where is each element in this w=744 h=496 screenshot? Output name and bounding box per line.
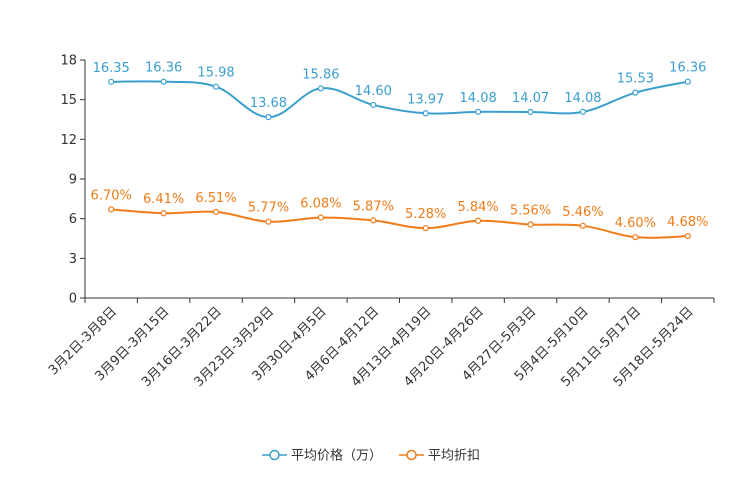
data-label: 5.56% [510,203,551,218]
data-labels: 16.35 16.36 15.98 13.68 15.86 14.60 13.97 14.08… [91,61,709,231]
data-label: 15.53 [617,72,654,87]
data-point[interactable] [370,217,377,224]
data-label: 6.08% [300,197,341,212]
data-point[interactable] [527,221,534,228]
legend[interactable]: 平均价格（万） 平均折扣 [262,448,480,464]
data-point[interactable] [108,78,115,85]
data-label: 14.08 [564,91,601,106]
data-label: 14.08 [460,91,497,106]
legend-marker-icon [269,449,280,461]
data-point[interactable] [632,234,639,241]
legend-item-1[interactable]: 平均折扣 [399,449,480,464]
data-label: 16.36 [145,61,182,76]
data-label: 13.97 [407,92,444,107]
data-label: 15.86 [302,67,339,82]
data-label: 6.41% [143,192,184,207]
y-tick-label: 12 [60,133,77,148]
y-tick-label: 3 [69,252,77,267]
data-point[interactable] [265,218,272,225]
data-point[interactable] [317,214,324,221]
data-point[interactable] [579,222,587,229]
y-tick-label: 0 [69,292,77,307]
data-point[interactable] [160,78,167,85]
data-label: 5.87% [353,199,394,214]
y-tick-label: 15 [60,93,77,108]
data-label: 16.36 [669,61,706,76]
data-point[interactable] [212,208,220,216]
data-point[interactable] [527,108,534,116]
data-label: 4.60% [615,216,656,231]
data-point[interactable] [684,233,691,240]
data-point[interactable] [265,114,272,121]
legend-marker-icon [406,449,417,461]
y-tick-label: 6 [69,212,77,227]
data-label: 6.70% [91,188,132,203]
y-tick-label: 18 [60,54,77,69]
data-label: 5.84% [457,200,498,215]
legend-label: 平均折扣 [428,449,480,464]
data-label: 4.68% [667,215,708,230]
data-label: 15.98 [197,66,234,81]
data-point[interactable] [212,83,220,90]
data-point[interactable] [475,217,482,224]
data-label: 5.28% [405,207,446,222]
data-label: 16.35 [93,61,130,76]
data-label: 13.68 [250,96,287,111]
data-point[interactable] [684,78,691,85]
y-tick-label: 9 [69,173,77,188]
data-label: 14.60 [355,84,392,99]
data-point[interactable] [422,110,429,117]
data-point[interactable] [475,108,482,115]
data-point[interactable] [317,85,324,92]
data-point[interactable] [579,108,587,115]
series [108,78,691,241]
data-label: 14.07 [512,91,549,106]
legend-item-0[interactable]: 平均价格（万） [262,448,382,464]
data-point[interactable] [160,210,167,217]
data-label: 6.51% [195,191,236,206]
legend-label: 平均价格（万） [291,448,382,464]
series-line-1 [111,208,688,239]
data-label: 5.77% [248,201,289,216]
data-label: 5.46% [562,205,603,220]
data-point[interactable] [370,101,377,109]
data-point[interactable] [632,89,639,96]
data-point[interactable] [422,225,429,232]
data-point[interactable] [108,206,115,213]
